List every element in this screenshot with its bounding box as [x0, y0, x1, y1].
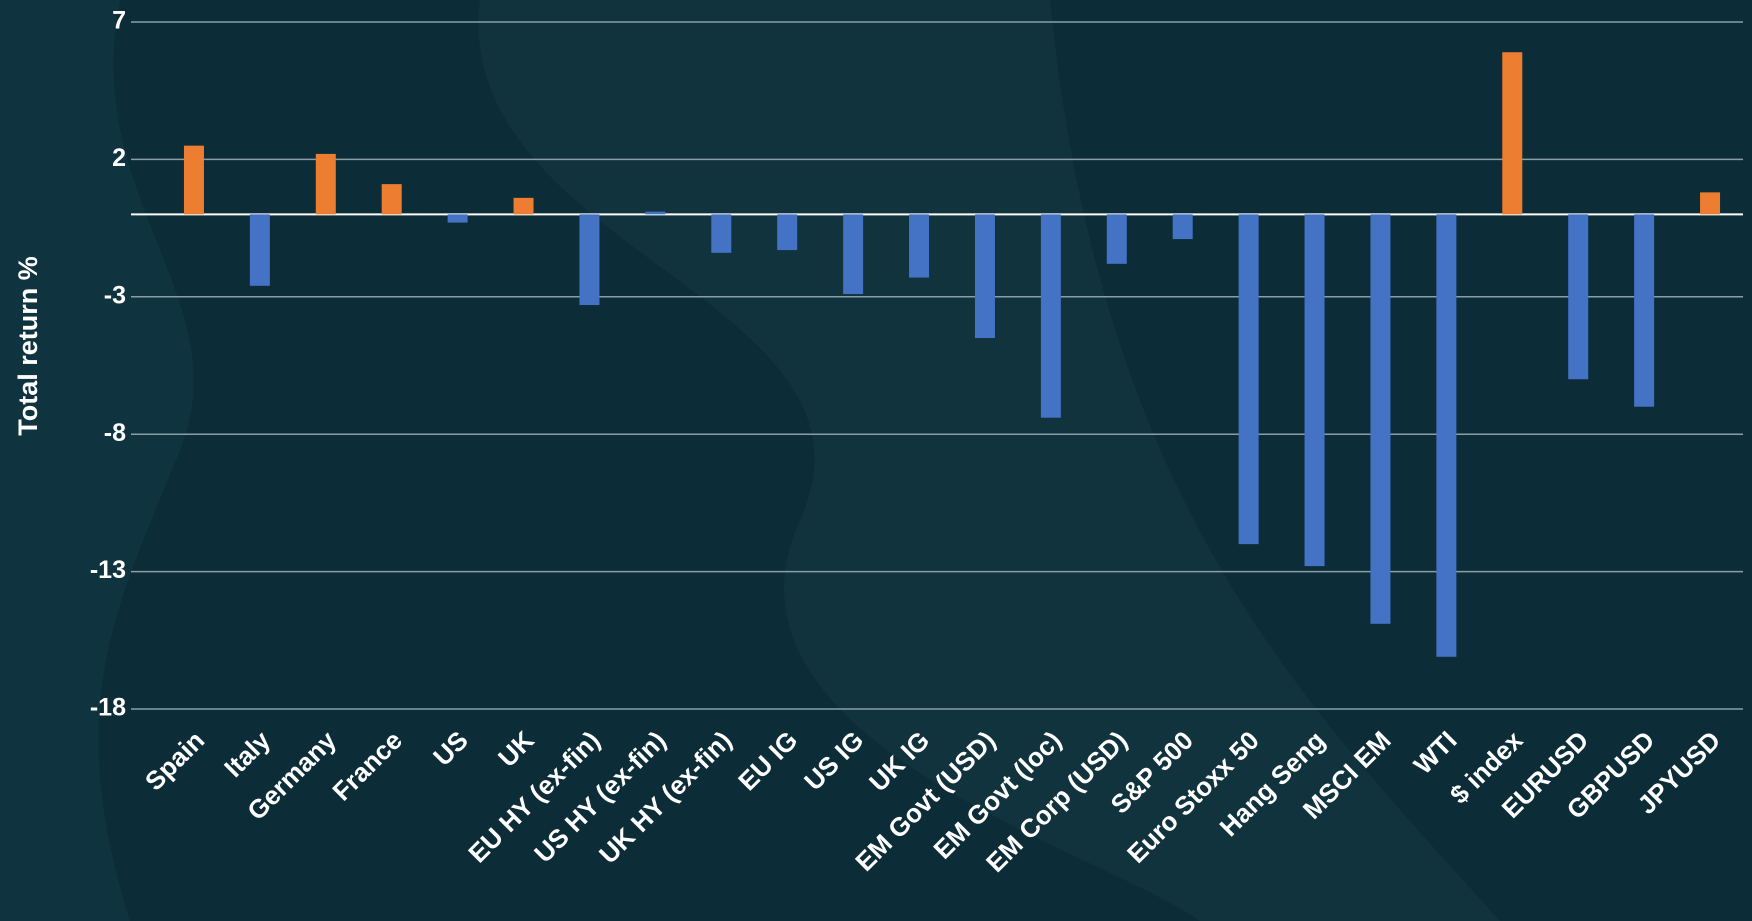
y-tick-label: 7 [112, 7, 126, 35]
bar [1502, 52, 1522, 214]
y-axis-title: Total return % [13, 256, 43, 436]
bar [579, 214, 599, 305]
bar [1568, 214, 1588, 379]
bar [184, 146, 204, 215]
y-tick-label: 2 [112, 144, 126, 172]
bar [1173, 214, 1193, 239]
y-tick-label: -13 [90, 556, 126, 584]
bar [843, 214, 863, 294]
bar [1041, 214, 1061, 417]
y-tick-label: -8 [104, 419, 126, 447]
page: Total return % 72-3-8-13-18SpainItalyGer… [0, 0, 1752, 921]
bar [975, 214, 995, 338]
bar [909, 214, 929, 277]
bar [645, 212, 665, 215]
y-tick-label: -18 [90, 694, 126, 722]
bar [777, 214, 797, 250]
bar [514, 198, 534, 214]
bar [1436, 214, 1456, 656]
chart: Total return % 72-3-8-13-18SpainItalyGer… [0, 0, 1752, 921]
y-tick-label: -3 [104, 281, 126, 309]
bar [448, 214, 468, 222]
bar [1107, 214, 1127, 263]
bar [316, 154, 336, 214]
bar [1634, 214, 1654, 406]
bar [1305, 214, 1325, 566]
bar [711, 214, 731, 252]
bar [1700, 192, 1720, 214]
bar [1370, 214, 1390, 623]
bar [250, 214, 270, 285]
bar [1239, 214, 1259, 544]
bar [382, 184, 402, 214]
